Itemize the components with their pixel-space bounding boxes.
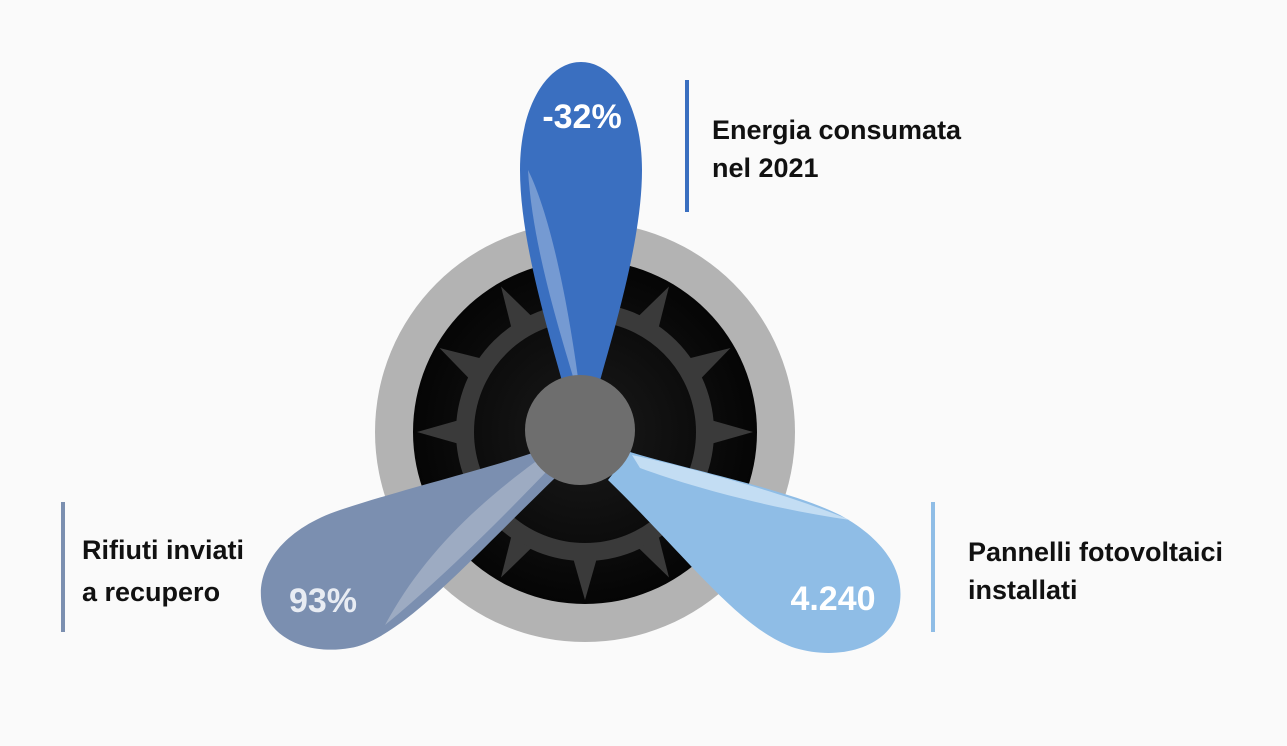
label-bar-energy	[685, 80, 689, 212]
gear-tooth	[501, 286, 532, 328]
label-energy-line1: Energia consumata	[712, 115, 962, 145]
gear-tooth	[501, 536, 532, 578]
label-energy-line2: nel 2021	[712, 153, 819, 183]
label-bar-waste	[61, 502, 65, 632]
label-solar-line1: Pannelli fotovoltaici	[968, 537, 1224, 567]
value-waste: 93%	[289, 582, 357, 620]
value-energy: -32%	[542, 98, 621, 136]
label-bar-solar	[931, 502, 935, 632]
value-solar: 4.240	[790, 580, 875, 618]
label-waste-line2: a recupero	[82, 577, 221, 607]
blade-energy	[520, 62, 642, 388]
gear-tooth	[712, 420, 753, 444]
gear-tooth	[417, 420, 458, 444]
label-waste-line1: Rifiuti inviati	[82, 535, 244, 565]
blade-solar	[608, 452, 901, 653]
gear-tooth	[439, 348, 481, 379]
gear-tooth	[638, 536, 669, 578]
engine-hub	[525, 375, 635, 485]
gear-tooth	[689, 348, 731, 379]
gear-tooth	[638, 286, 669, 328]
label-solar-line2: installati	[968, 575, 1078, 605]
gear-tooth	[573, 559, 597, 600]
blade-waste	[260, 452, 555, 650]
